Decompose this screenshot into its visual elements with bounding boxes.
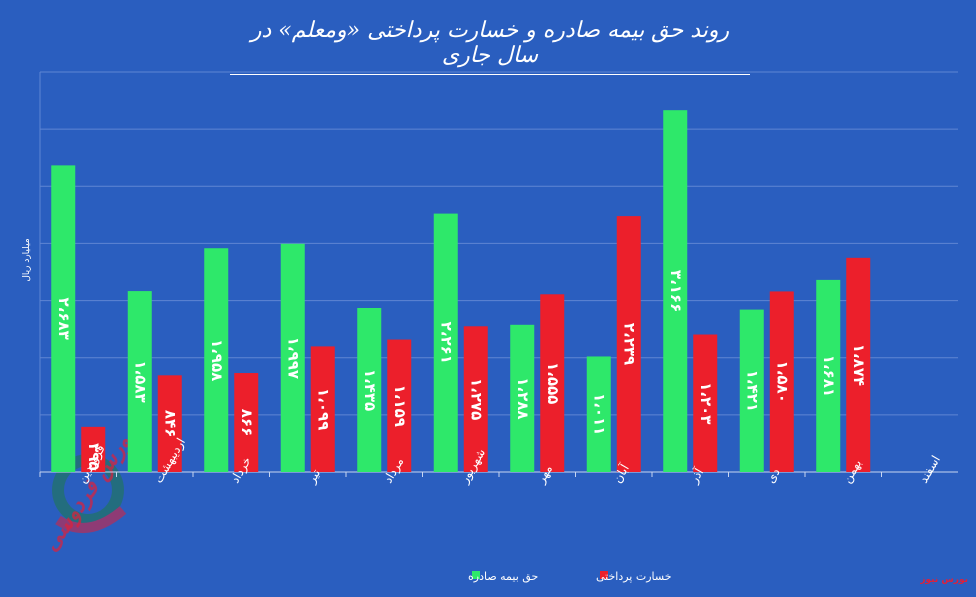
premium-bar xyxy=(51,165,76,472)
data-label: ۳،۱۶۶ xyxy=(667,270,685,312)
data-label: ۲،۲۶۱ xyxy=(437,322,455,364)
source-tag: بورس نیوز xyxy=(920,575,968,585)
data-label: ۲،۲۳۹ xyxy=(620,323,638,365)
data-label: ۱،۴۳۵ xyxy=(361,369,379,411)
premium-bar xyxy=(357,308,382,472)
data-label: ۱،۹۵۸ xyxy=(208,339,226,381)
claims-bar xyxy=(616,216,641,472)
data-label: ۱،۲۰۳ xyxy=(697,382,715,424)
legend-swatch-claims xyxy=(600,571,608,579)
data-label: ۱،۰۹۹ xyxy=(314,388,332,430)
premium-bar xyxy=(586,356,611,472)
claims-bar xyxy=(463,326,488,472)
data-label: ۱،۱۵۹ xyxy=(391,385,409,427)
data-label: ۱،۴۲۱ xyxy=(743,370,761,412)
claims-bar xyxy=(310,346,335,472)
data-label: ۸۶۶ xyxy=(238,409,256,436)
chart-title: روند حق بیمه صادره و خسارت پرداختی «ومعل… xyxy=(230,18,750,75)
premium-bar xyxy=(127,291,152,472)
data-label: ۸۴۶ xyxy=(161,410,179,437)
claims-bar xyxy=(234,373,259,472)
claims-bar xyxy=(387,339,412,472)
premium-bar xyxy=(433,213,458,472)
data-label: ۱،۲۸۸ xyxy=(514,377,532,419)
data-label: ۱،۲۷۵ xyxy=(467,378,485,420)
claims-bar xyxy=(846,257,871,472)
data-label: ۱،۶۸۱ xyxy=(820,355,838,397)
claims-bar xyxy=(769,291,794,472)
data-label: ۱،۸۷۴ xyxy=(850,344,868,386)
premium-bar xyxy=(816,279,841,472)
claims-bar xyxy=(157,375,182,472)
data-label: ۲،۶۸۳ xyxy=(55,298,73,340)
legend-swatch-premium xyxy=(472,571,480,579)
data-label: ۳۹۵ xyxy=(85,443,103,470)
premium-bar xyxy=(204,248,229,472)
claims-bar xyxy=(81,426,106,472)
legend-label-claims: خسارت پرداختی xyxy=(596,570,672,583)
data-label: ۱،۹۹۷ xyxy=(284,337,302,379)
claims-bar xyxy=(693,334,718,472)
premium-bar xyxy=(663,110,688,473)
data-label: ۱،۰۱۱ xyxy=(590,393,608,435)
premium-bar xyxy=(739,309,764,472)
claims-bar xyxy=(540,294,565,472)
premium-bar xyxy=(510,324,535,472)
premium-bar xyxy=(280,243,305,472)
data-label: ۱،۵۵۵ xyxy=(544,362,562,404)
x-tick-label: اسفند xyxy=(916,453,943,485)
data-label: ۱،۵۸۳ xyxy=(131,360,149,402)
legend-label-premium: حق بیمه صادره xyxy=(468,570,538,584)
x-tick-label: دی xyxy=(763,466,782,486)
data-label: ۱،۵۸۰ xyxy=(773,361,791,403)
